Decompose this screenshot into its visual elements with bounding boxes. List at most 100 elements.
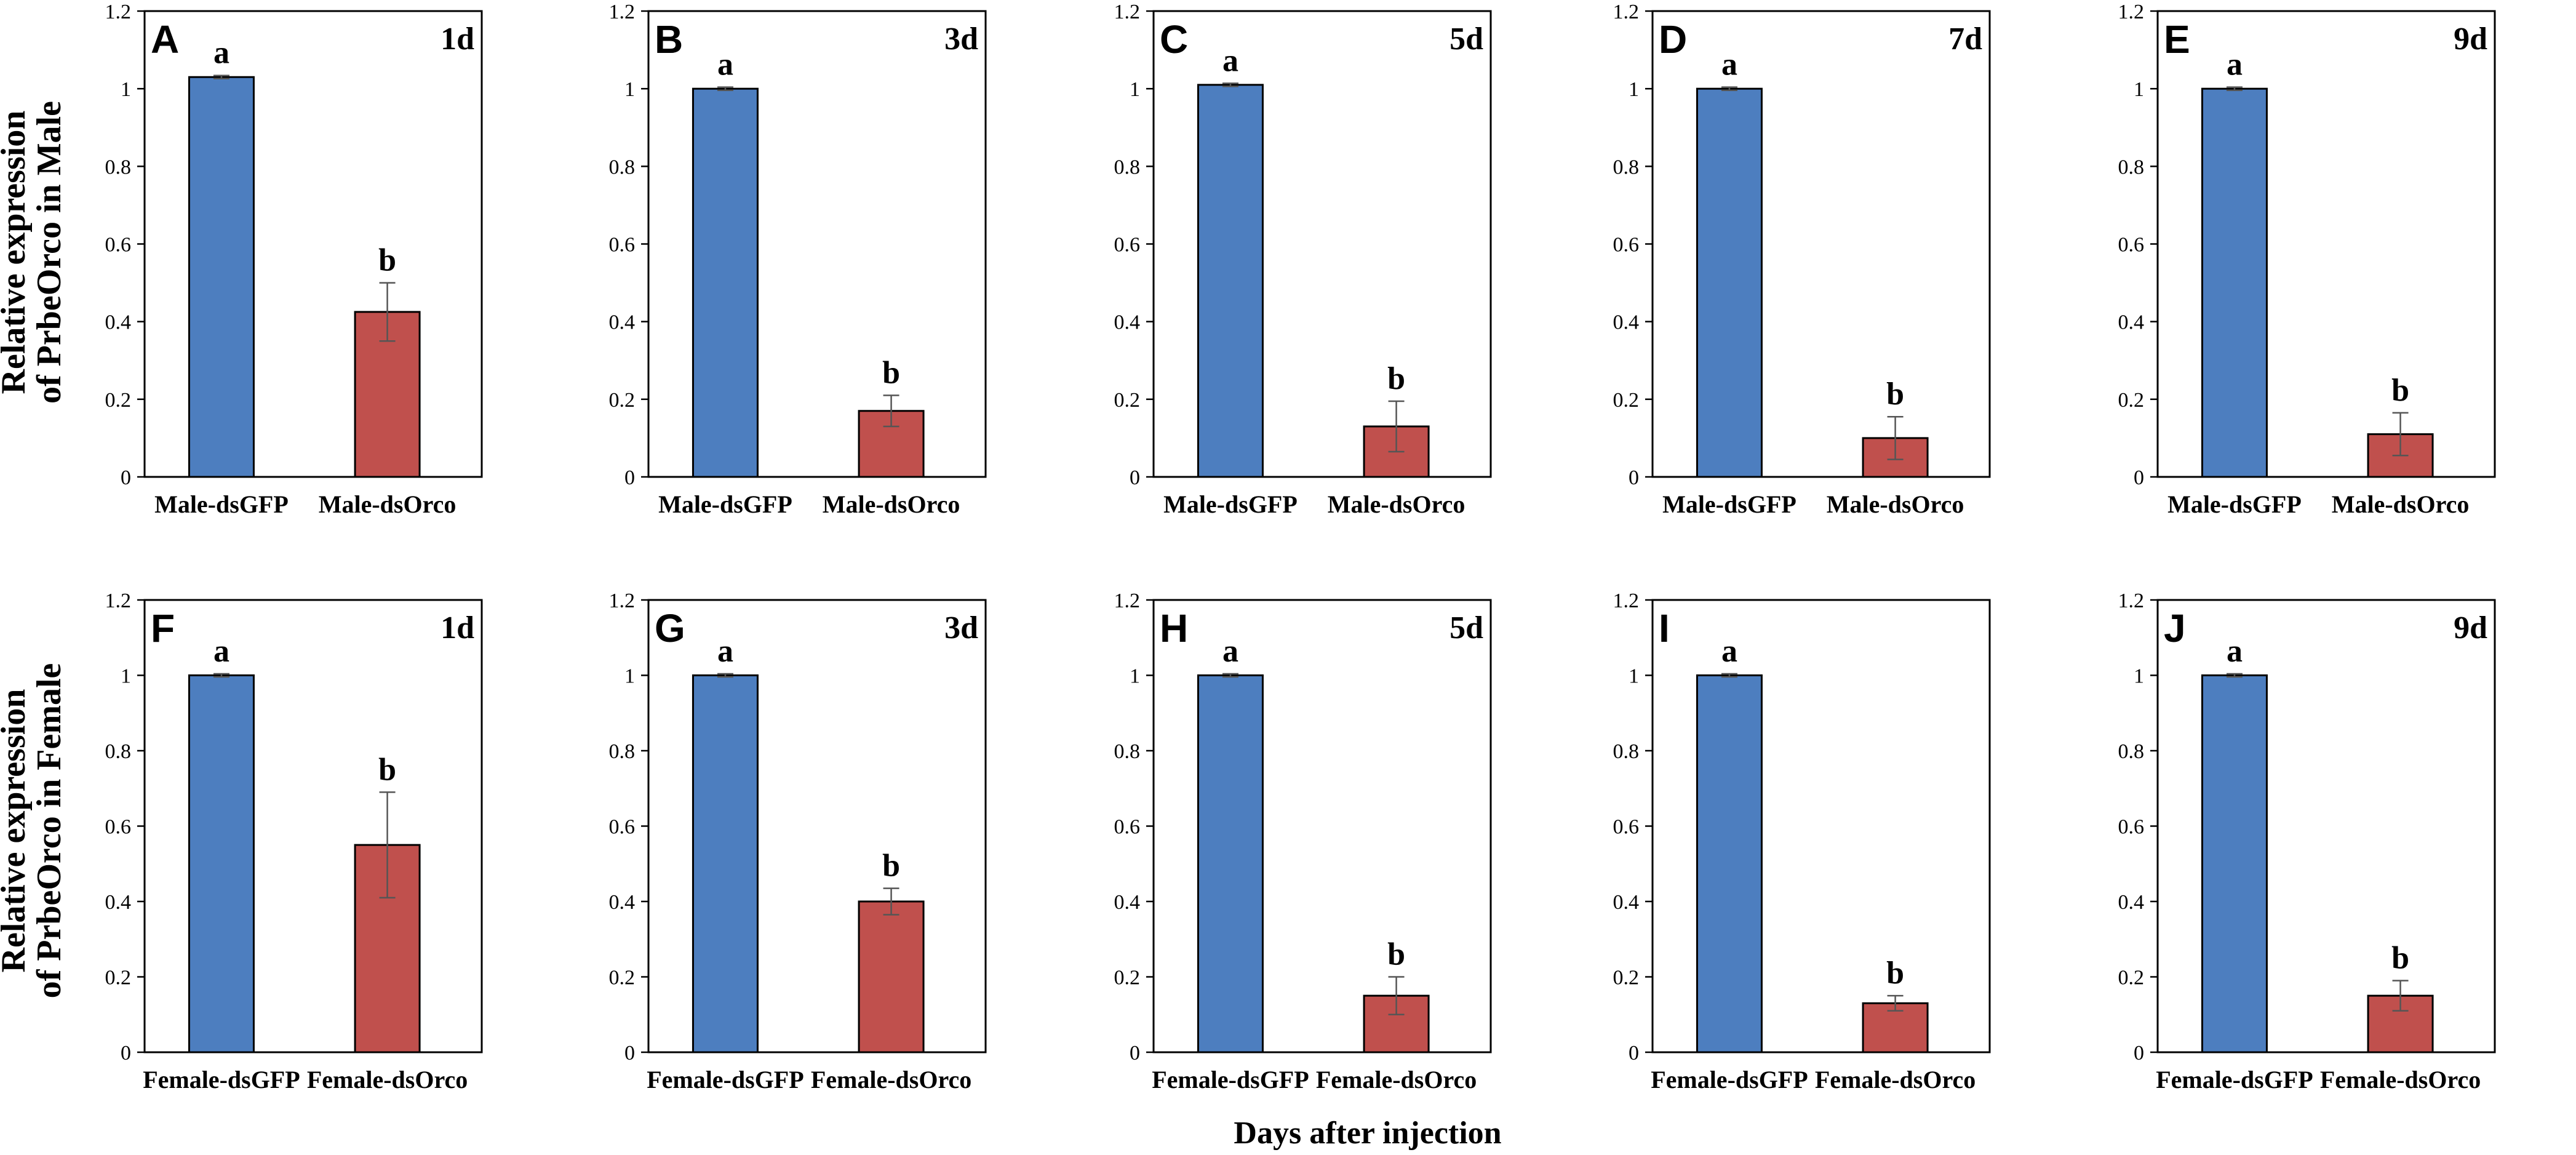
significance-letter: a (2227, 47, 2243, 82)
y-tick-label: 0.8 (1114, 740, 1141, 763)
category-label: Female-dsOrco (307, 1066, 468, 1093)
error-bar (1721, 86, 1737, 91)
y-tick-label: 0.4 (2118, 891, 2145, 914)
panel-letter: F (151, 606, 175, 650)
y-tick-label: 0.4 (1114, 891, 1141, 914)
y-tick-label: 0.2 (1114, 967, 1141, 989)
significance-letter: a (1222, 634, 1238, 669)
y-tick-label: 0.4 (105, 891, 132, 914)
y-tick-label: 0 (2134, 466, 2144, 489)
error-bar (2226, 673, 2243, 678)
error-bar (1887, 415, 1904, 460)
significance-letter: a (717, 634, 733, 669)
day-label: 7d (1948, 22, 1982, 57)
category-label: Female-dsGFP (1152, 1066, 1309, 1093)
y-tick-label: 0.2 (609, 389, 636, 412)
y-tick-label: 1.2 (609, 1, 636, 23)
error-bar (213, 673, 229, 678)
y-tick-label: 1 (624, 78, 635, 101)
bar-dsgfp (692, 87, 759, 478)
y-tick-label: 0.6 (1613, 234, 1640, 257)
significance-letter: b (378, 243, 396, 278)
y-tick-label: 1.2 (2118, 589, 2145, 612)
day-label: 9d (2454, 22, 2487, 57)
bar-dsgfp (1696, 87, 1763, 478)
significance-letter: b (882, 849, 900, 884)
female-y-axis-title-line1: Relative expression (0, 689, 33, 973)
day-label: 5d (1449, 610, 1483, 645)
y-tick-label: 0.8 (2118, 156, 2145, 178)
error-bar (379, 791, 396, 899)
significance-letter: a (213, 36, 229, 71)
panel-i: 0 0.2 0.4 0.6 0.8 1 1.2 a Female-dsGFP b Female-ds… (1613, 589, 1991, 1093)
day-label: 1d (441, 22, 474, 57)
significance-letter: b (2391, 373, 2409, 408)
y-tick-label: 0.4 (2118, 311, 2145, 334)
significance-letter: b (2391, 941, 2409, 976)
y-tick-label: 0.8 (609, 740, 636, 763)
panel-e: 0 0.2 0.4 0.6 0.8 1 1.2 a Male-dsGFP b Male-dsOrco… (2118, 1, 2496, 518)
panel-f: 0 0.2 0.4 0.6 0.8 1 1.2 a Female-dsGFP b Female-ds… (105, 589, 483, 1093)
bar-dsgfp (1197, 674, 1264, 1053)
significance-letter: a (717, 47, 733, 82)
bar-dsgfp (188, 674, 255, 1053)
y-tick-label: 1.2 (105, 1, 132, 23)
significance-letter: b (1387, 937, 1405, 972)
y-tick-label: 0 (1130, 466, 1140, 489)
category-label: Male-dsGFP (658, 490, 792, 518)
panel-g: 0 0.2 0.4 0.6 0.8 1 1.2 a Female-dsGFP b Female-ds… (609, 589, 987, 1093)
bar-dsgfp (692, 674, 759, 1053)
category-label: Male-dsGFP (1662, 490, 1796, 518)
y-tick-label: 0.8 (1114, 156, 1141, 178)
category-label: Male-dsGFP (1163, 490, 1298, 518)
panel-letter: J (2164, 606, 2186, 650)
male-y-axis-title-line1: Relative expression (0, 111, 33, 394)
female-y-axis-title-line2: of PrbeOrco in Female (30, 663, 68, 999)
y-tick-label: 0.8 (1613, 156, 1640, 178)
y-tick-label: 0.2 (2118, 967, 2145, 989)
error-bar (883, 394, 899, 428)
panel-b: 0 0.2 0.4 0.6 0.8 1 1.2 a Male-dsGFP b Male-dsOrco… (609, 1, 987, 518)
panel-j: 0 0.2 0.4 0.6 0.8 1 1.2 a Female-dsGFP b Female-ds… (2118, 589, 2496, 1093)
significance-letter: b (1886, 377, 1904, 412)
error-bar (717, 673, 733, 678)
error-bar (717, 86, 733, 91)
chart-panels: 0 0.2 0.4 0.6 0.8 1 1.2 a Male-dsGFP b Male-dsOrco… (105, 1, 2496, 1093)
day-label: 3d (944, 22, 978, 57)
error-bar (1721, 673, 1737, 678)
category-label: Female-dsGFP (647, 1066, 804, 1093)
y-tick-label: 1.2 (1114, 589, 1141, 612)
panel-c: 0 0.2 0.4 0.6 0.8 1 1.2 a Male-dsGFP b Male-dsOrco… (1114, 1, 1492, 518)
y-tick-label: 0 (121, 466, 131, 489)
y-tick-label: 0 (121, 1042, 131, 1065)
bar-dsorco (858, 900, 925, 1053)
y-tick-label: 0 (1629, 1042, 1639, 1065)
category-label: Female-dsOrco (2320, 1066, 2481, 1093)
y-tick-label: 1 (121, 78, 131, 101)
category-label: Male-dsOrco (319, 490, 457, 518)
category-label: Male-dsOrco (1328, 490, 1465, 518)
error-bar (883, 887, 899, 916)
y-tick-label: 0 (1629, 466, 1639, 489)
bar-dsgfp (188, 76, 255, 478)
error-bar (379, 282, 396, 342)
error-bar (1388, 976, 1405, 1015)
category-label: Female-dsOrco (1815, 1066, 1976, 1093)
y-tick-label: 0.8 (2118, 740, 2145, 763)
significance-letter: a (1721, 634, 1737, 669)
error-bar (2392, 412, 2409, 457)
significance-letter: b (1387, 361, 1405, 396)
y-tick-label: 0.6 (2118, 816, 2145, 839)
y-tick-label: 0.6 (1613, 816, 1640, 839)
panel-a: 0 0.2 0.4 0.6 0.8 1 1.2 a Male-dsGFP b Male-dsOrco… (105, 1, 483, 518)
y-tick-label: 0.2 (2118, 389, 2145, 412)
y-tick-label: 0 (2134, 1042, 2144, 1065)
panel-letter: D (1659, 17, 1687, 62)
day-label: 1d (441, 610, 474, 645)
y-tick-label: 0.6 (105, 816, 132, 839)
y-tick-label: 0.2 (1613, 967, 1640, 989)
category-label: Male-dsOrco (823, 490, 960, 518)
y-tick-label: 0.8 (1613, 740, 1640, 763)
panel-letter: A (151, 17, 179, 62)
y-tick-label: 0.4 (1613, 891, 1640, 914)
